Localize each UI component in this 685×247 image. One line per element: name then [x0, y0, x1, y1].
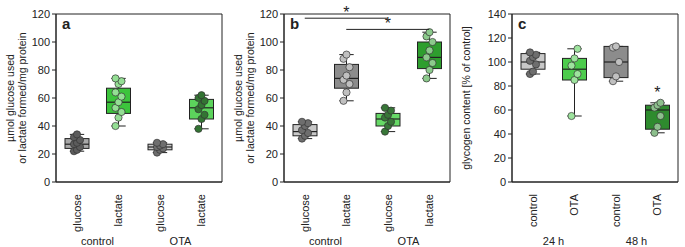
svg-text:control: control — [527, 194, 539, 227]
svg-text:100: 100 — [260, 36, 278, 48]
svg-text:OTA: OTA — [568, 193, 580, 215]
svg-text:140: 140 — [488, 8, 506, 20]
html-text:c: c — [518, 15, 527, 32]
svg-text:glucose: glucose — [154, 194, 166, 232]
svg-text:glucose: glucose — [299, 194, 311, 232]
svg-text:120: 120 — [32, 8, 50, 20]
svg-text:*: * — [654, 84, 660, 101]
svg-text:80: 80 — [38, 64, 50, 76]
svg-text:*: * — [385, 15, 391, 32]
svg-text:80: 80 — [494, 80, 506, 92]
svg-text:20: 20 — [38, 148, 50, 160]
svg-text:0: 0 — [44, 176, 50, 188]
svg-text:24 h: 24 h — [543, 235, 564, 247]
svg-text:control: control — [610, 194, 622, 227]
svg-text:40: 40 — [494, 128, 506, 140]
html-text:a: a — [62, 15, 71, 32]
svg-text:lactate: lactate — [112, 194, 124, 226]
svg-text:48 h: 48 h — [626, 235, 647, 247]
svg-text:60: 60 — [266, 92, 278, 104]
html-text:b: b — [290, 15, 300, 32]
svg-text:OTA: OTA — [398, 235, 420, 247]
svg-text:120: 120 — [488, 32, 506, 44]
svg-text:120: 120 — [260, 8, 278, 20]
svg-text:glucose: glucose — [71, 194, 83, 232]
svg-text:100: 100 — [488, 56, 506, 68]
svg-text:100: 100 — [32, 36, 50, 48]
svg-text:40: 40 — [266, 120, 278, 132]
svg-text:µmol glucose used: µmol glucose used — [8, 54, 16, 142]
svg-text:or lactate formed/mg protein: or lactate formed/mg protein — [244, 32, 256, 163]
svg-text:0: 0 — [272, 176, 278, 188]
svg-text:glucose: glucose — [382, 194, 394, 232]
svg-text:lactate: lactate — [340, 194, 352, 226]
svg-text:lactate: lactate — [195, 194, 207, 226]
svg-text:µmol glucose used: µmol glucose used — [232, 54, 244, 142]
svg-text:OTA: OTA — [170, 235, 192, 247]
svg-text:lactate: lactate — [423, 194, 435, 226]
svg-text:or lactate formed/mg protein: or lactate formed/mg protein — [16, 32, 28, 163]
svg-text:glycogen content [% of control: glycogen content [% of control] — [460, 26, 472, 170]
svg-text:20: 20 — [494, 152, 506, 164]
svg-text:40: 40 — [38, 120, 50, 132]
svg-text:control: control — [81, 235, 114, 247]
svg-text:20: 20 — [266, 148, 278, 160]
svg-text:*: * — [343, 4, 349, 21]
svg-text:60: 60 — [494, 104, 506, 116]
svg-text:control: control — [309, 235, 342, 247]
svg-text:60: 60 — [38, 92, 50, 104]
svg-text:0: 0 — [500, 176, 506, 188]
svg-text:OTA: OTA — [651, 193, 663, 215]
svg-text:80: 80 — [266, 64, 278, 76]
